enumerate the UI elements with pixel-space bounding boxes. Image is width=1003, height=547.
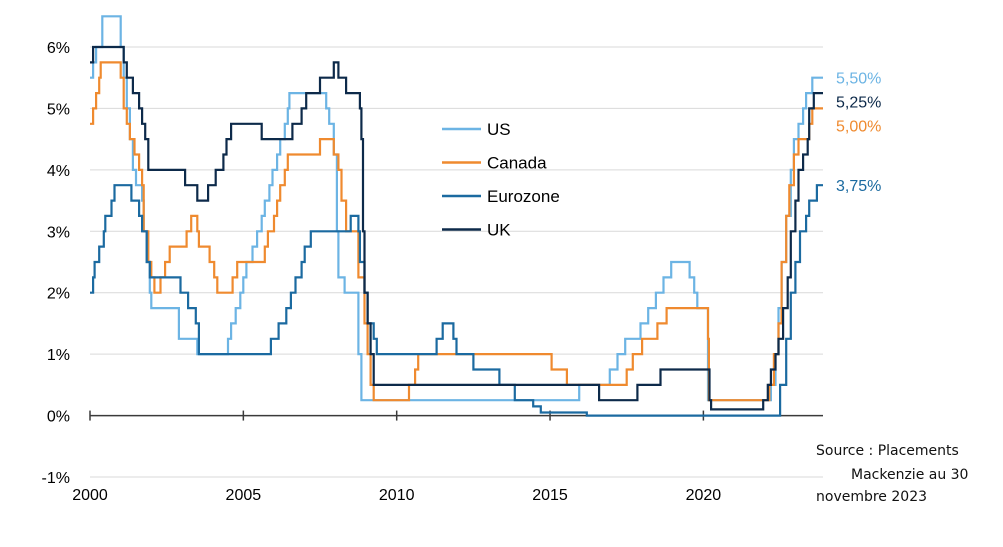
x-axis-tick-labels: 2000 2005 2010 2015 2020 xyxy=(72,487,721,504)
y-tick-label: 1% xyxy=(47,347,70,364)
source-note-line-2: Mackenzie au 30 xyxy=(851,467,969,483)
y-tick-label: 5% xyxy=(47,101,70,118)
gridlines xyxy=(90,46,823,478)
y-tick-label: -1% xyxy=(42,470,70,487)
legend-label-eurozone: Eurozone xyxy=(487,187,560,206)
x-tick-label: 2005 xyxy=(226,487,262,504)
end-label-canada: 5,00% xyxy=(836,119,881,136)
end-label-eurozone: 3,75% xyxy=(836,178,881,195)
x-tick-label: 2020 xyxy=(686,487,722,504)
y-tick-label: 0% xyxy=(47,409,70,426)
end-label-us: 5,50% xyxy=(836,71,881,88)
series-line-uk xyxy=(90,45,823,411)
source-note-line-1: Source : Placements xyxy=(816,443,959,459)
legend-label-us: US xyxy=(487,120,511,139)
legend: US Canada Eurozone UK xyxy=(442,120,560,240)
y-tick-label: 3% xyxy=(47,224,70,241)
x-tick-label: 2000 xyxy=(72,487,108,504)
source-note-line-3: novembre 2023 xyxy=(816,489,928,505)
series-line-eurozone xyxy=(90,184,823,417)
end-label-uk: 5,25% xyxy=(836,95,881,112)
legend-label-canada: Canada xyxy=(487,154,547,173)
y-tick-label: 6% xyxy=(47,40,70,57)
y-axis-tick-labels: 6% 5% 4% 3% 2% 1% 0% -1% xyxy=(42,40,70,487)
end-value-labels: 5,50% 5,25% 5,00% 3,75% xyxy=(836,71,881,195)
series-lines xyxy=(90,15,823,417)
y-tick-label: 4% xyxy=(47,163,70,180)
y-tick-label: 2% xyxy=(47,286,70,303)
x-tick-label: 2015 xyxy=(532,487,568,504)
series-line-canada xyxy=(90,61,823,402)
legend-label-uk: UK xyxy=(487,221,511,240)
x-tick-label: 2010 xyxy=(379,487,415,504)
